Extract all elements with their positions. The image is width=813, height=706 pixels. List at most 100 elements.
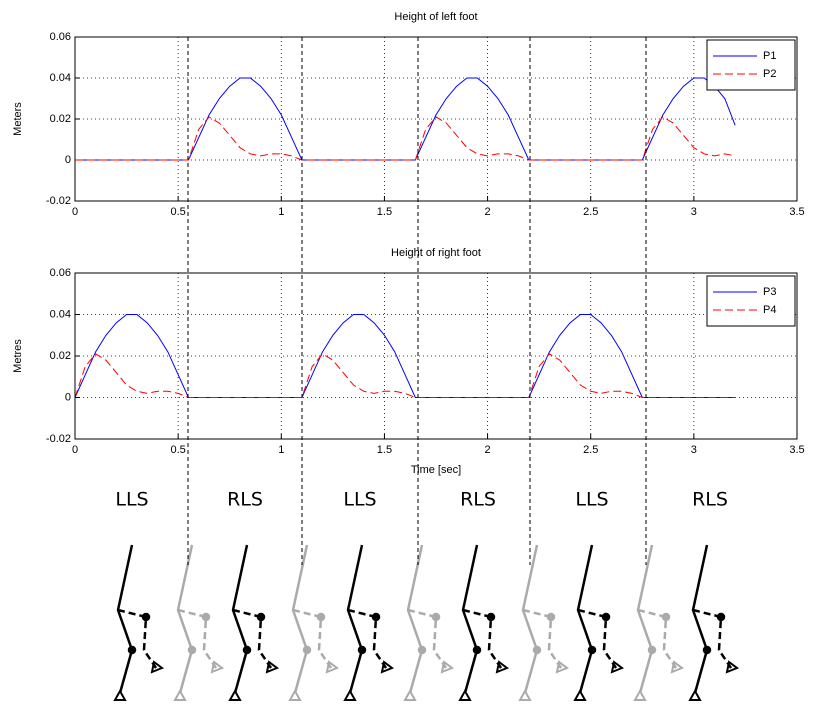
x-axis-label: Time [sec] [411,464,461,476]
joint [201,612,211,622]
foot [725,660,740,674]
x-tick-label: 0 [72,206,78,218]
y-tick-label: 0.04 [50,308,71,320]
limb [636,544,654,694]
joint [256,612,266,622]
foot [210,660,225,674]
phase-dividers [187,37,647,565]
foot [555,660,570,674]
joint [316,612,326,622]
legend-label: P3 [763,286,776,298]
stick-figure [573,544,625,701]
phase-label: LLS [575,489,608,511]
stick-figure [518,544,570,701]
foot [518,688,532,701]
x-tick-label: 3.5 [789,444,804,456]
limb [522,608,563,669]
foot [573,688,587,701]
y-tick-label: 0.02 [50,350,71,362]
foot [495,660,510,674]
stick-figure [288,544,340,701]
foot [610,660,625,674]
limb [346,544,364,694]
series-line [74,314,736,398]
legend-label: P2 [763,68,776,80]
joint [472,645,482,655]
limb [176,544,194,694]
series-line [75,116,736,161]
y-tick-label: 0 [65,391,71,403]
stick-figure [173,544,225,701]
joint [242,645,252,655]
phase-label: RLS [692,489,728,511]
axes-box [74,36,798,202]
x-tick-label: 1.5 [377,444,392,456]
axes-box [74,272,798,440]
x-tick-label: 2 [485,206,491,218]
stick-figure [403,544,455,701]
legend-box [706,39,796,91]
limb [692,608,733,669]
foot [343,688,357,701]
limb [407,608,448,669]
limb [637,608,678,669]
joint [716,612,726,622]
chart-title: Height of left foot [394,11,477,23]
limb [291,544,309,694]
legend-label: P1 [763,50,776,62]
joint [187,645,197,655]
joint [546,612,556,622]
y-tick-label: 0.06 [50,267,71,279]
foot [113,688,127,701]
foot [670,660,685,674]
limb [232,608,273,669]
stick-figure [458,544,510,701]
foot [173,688,187,701]
joint [661,612,671,622]
y-tick-label: -0.02 [46,433,71,445]
foot [380,660,395,674]
joint [302,645,312,655]
limb [116,544,134,694]
foot [458,688,472,701]
joint [702,645,712,655]
joint [357,645,367,655]
stick-figure [113,544,165,701]
foot [403,688,417,701]
limb [462,608,503,669]
y-tick-label: 0.06 [50,31,71,43]
y-tick-label: 0 [65,154,71,166]
limb [577,608,618,669]
y-tick-label: 0.04 [50,72,71,84]
limb [461,544,479,694]
joint [532,645,542,655]
phase-label: RLS [227,489,263,511]
stick-figure [688,544,740,701]
y-tick-label: 0.02 [50,113,71,125]
limb [406,544,424,694]
limb [691,544,709,694]
limb [177,608,218,669]
x-tick-label: 3.5 [789,206,804,218]
legend-label: P4 [763,304,776,316]
x-tick-label: 1 [278,206,284,218]
x-tick-label: 3 [691,444,697,456]
x-tick-label: 0.5 [170,444,185,456]
y-axis-label: Metres [12,339,24,373]
stick-figure [633,544,685,701]
limb [521,544,539,694]
x-tick-label: 1.5 [377,206,392,218]
x-tick-label: 3 [691,206,697,218]
joint [417,645,427,655]
y-axis-label: Meters [12,102,24,136]
limb [292,608,333,669]
x-tick-label: 0.5 [170,206,185,218]
y-tick-label: -0.02 [46,195,71,207]
joint [127,645,137,655]
foot [228,688,242,701]
joint [141,612,151,622]
legend-box [706,275,796,327]
x-tick-label: 2 [485,444,491,456]
limb [231,544,249,694]
limb [347,608,388,669]
